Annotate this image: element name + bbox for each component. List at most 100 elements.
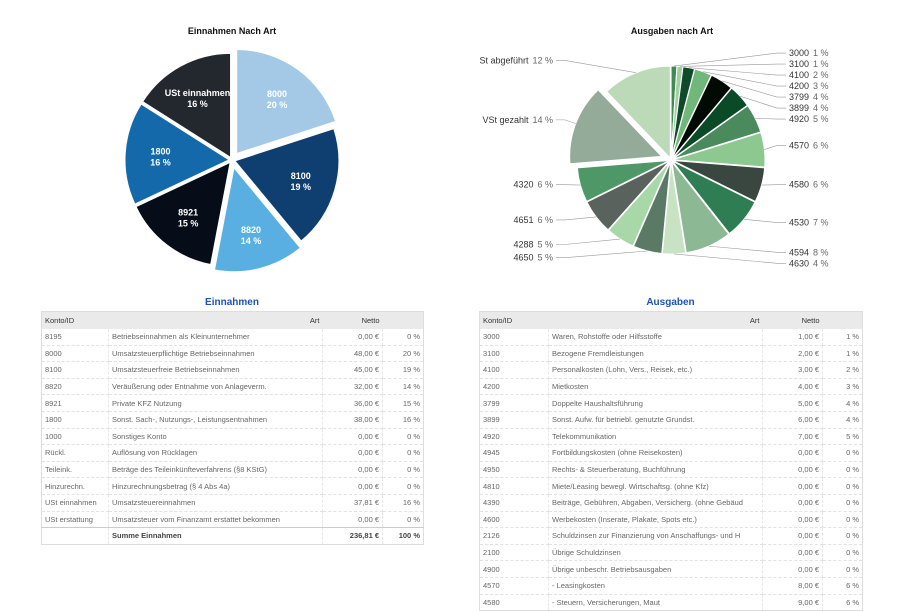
cell-percent: 19 % bbox=[383, 362, 424, 379]
cell-netto: 2,00 € bbox=[763, 345, 823, 362]
cell-konto: 4100 bbox=[480, 362, 549, 379]
cell-konto: 4900 bbox=[480, 561, 549, 578]
leader-line bbox=[764, 145, 786, 149]
cell-konto bbox=[42, 528, 109, 545]
slice-label: 3899 bbox=[789, 103, 809, 113]
cell-art: Rechts- & Steuerberatung, Buchführung bbox=[549, 461, 763, 478]
cell-percent: 0 % bbox=[823, 461, 863, 478]
cell-netto: 3,00 € bbox=[763, 362, 823, 379]
cell-art: Beträge des Teileinkünfteverfahrens (§8 … bbox=[109, 461, 323, 478]
slice-label: 4650 bbox=[513, 253, 533, 263]
leader-line bbox=[744, 219, 786, 222]
cell-art: Personalkosten (Lohn, Vers., Reisek, etc… bbox=[549, 362, 763, 379]
cell-percent: 16 % bbox=[383, 494, 424, 511]
col-konto: Konto/ID bbox=[42, 312, 109, 330]
cell-art: Waren, Rohstoffe oder Hilfsstoffe bbox=[549, 329, 763, 345]
cell-art: Mietkosten bbox=[549, 378, 763, 395]
slice-percent: 4 % bbox=[813, 258, 829, 268]
cell-netto: 0,00 € bbox=[323, 445, 383, 462]
cell-art: Schuldzinsen zur Finanzierung von Anscha… bbox=[549, 528, 763, 545]
leader-line bbox=[556, 60, 636, 72]
slice-label: 1800 bbox=[150, 147, 170, 157]
table-row: Hinzurechn.Hinzurechnungsbetrag (§ 4 Abs… bbox=[42, 478, 424, 495]
cell-netto: 45,00 € bbox=[323, 362, 383, 379]
cell-netto: 0,00 € bbox=[323, 511, 383, 528]
slice-label: 8820 bbox=[241, 225, 261, 235]
cell-percent: 0 % bbox=[823, 561, 863, 578]
col-netto: Netto bbox=[763, 312, 823, 330]
cell-netto: 236,81 € bbox=[323, 528, 383, 545]
cell-percent: 0 % bbox=[823, 445, 863, 462]
slice-percent: 7 % bbox=[813, 218, 829, 228]
slice-percent: 14 % bbox=[241, 236, 262, 246]
cell-konto: 2126 bbox=[480, 528, 549, 545]
slice-percent: 4 % bbox=[813, 103, 829, 113]
cell-percent: 0 % bbox=[823, 511, 863, 528]
cell-netto: 5,00 € bbox=[763, 395, 823, 412]
cell-percent: 6 % bbox=[823, 594, 863, 611]
leader-line bbox=[674, 254, 786, 263]
slice-percent: 1 % bbox=[813, 59, 829, 69]
slice-label: 3799 bbox=[789, 92, 809, 102]
leader-line bbox=[680, 64, 786, 66]
cell-netto: 37,81 € bbox=[323, 494, 383, 511]
slice-label: 4651 bbox=[513, 215, 533, 225]
cell-art: Sonstiges Konto bbox=[109, 428, 323, 445]
cell-art: Doppelte Haushaltsführung bbox=[549, 395, 763, 412]
cell-netto: 4,00 € bbox=[763, 378, 823, 395]
cell-konto: 1000 bbox=[42, 428, 109, 445]
slice-label: VSt abgeführt bbox=[480, 55, 529, 65]
slice-label: VSt gezahlt bbox=[482, 115, 529, 125]
col-percent bbox=[383, 312, 424, 330]
cell-konto: 1800 bbox=[42, 411, 109, 428]
cell-art: Umsatzsteuerpflichtige Betriebseinnahmen bbox=[109, 345, 323, 362]
cell-percent: 2 % bbox=[823, 362, 863, 379]
cell-konto: 4570 bbox=[480, 577, 549, 594]
cell-art: Übrige Schuldzinsen bbox=[549, 544, 763, 561]
slice-label: 4530 bbox=[789, 218, 809, 228]
slice-percent: 2 % bbox=[813, 70, 829, 80]
slice-percent: 6 % bbox=[537, 215, 553, 225]
cell-percent: 0 % bbox=[383, 478, 424, 495]
cell-konto: 3100 bbox=[480, 345, 549, 362]
slice-percent: 20 % bbox=[267, 100, 288, 110]
slice-percent: 6 % bbox=[813, 140, 829, 150]
cell-art: Umsatzsteuereinnahmen bbox=[109, 494, 323, 511]
cell-percent: 0 % bbox=[383, 461, 424, 478]
cell-art: Beiträge, Gebühren, Abgaben, Versicherg.… bbox=[549, 494, 763, 511]
col-netto: Netto bbox=[323, 312, 383, 330]
cell-art: Hinzurechnungsbetrag (§ 4 Abs 4a) bbox=[109, 478, 323, 495]
cell-konto: 8000 bbox=[42, 345, 109, 362]
cell-percent: 16 % bbox=[383, 411, 424, 428]
cell-art: - Leasingkosten bbox=[549, 577, 763, 594]
slice-label: 8000 bbox=[267, 89, 287, 99]
slice-label: 4630 bbox=[789, 258, 809, 268]
cell-konto: 4580 bbox=[480, 594, 549, 611]
cell-netto: 0,00 € bbox=[763, 544, 823, 561]
cell-art: Umsatzsteuer vom Finanzamt erstattet bek… bbox=[109, 511, 323, 528]
cell-art: Fortbildungskosten (ohne Reisekosten) bbox=[549, 445, 763, 462]
cell-percent: 0 % bbox=[823, 528, 863, 545]
cell-percent: 0 % bbox=[823, 494, 863, 511]
slice-percent: 6 % bbox=[813, 180, 829, 190]
cell-netto: 0,00 € bbox=[763, 494, 823, 511]
leader-line bbox=[556, 239, 620, 244]
cell-percent: 15 % bbox=[383, 395, 424, 412]
cell-percent: 3 % bbox=[823, 378, 863, 395]
cell-konto: 4200 bbox=[480, 378, 549, 395]
